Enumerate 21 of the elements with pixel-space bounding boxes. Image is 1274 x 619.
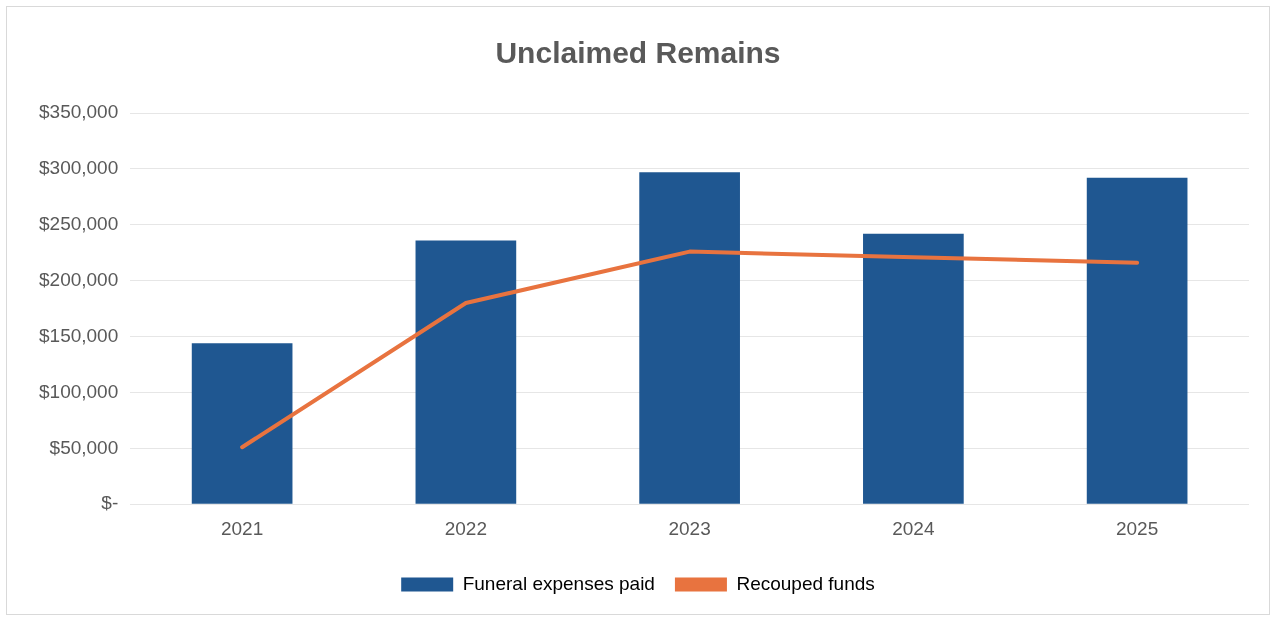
x-tick-label: 2021 xyxy=(220,517,264,539)
legend-label: Recouped funds xyxy=(736,572,875,594)
y-tick-label: $150,000 xyxy=(39,324,119,346)
x-tick-label: 2025 xyxy=(1115,517,1159,539)
x-tick-label: 2024 xyxy=(892,517,935,539)
legend-label: Funeral expenses paid xyxy=(462,572,655,594)
bar xyxy=(863,233,964,504)
bar xyxy=(1086,177,1188,504)
x-tick-label: 2022 xyxy=(444,517,488,539)
x-tick-label: 2023 xyxy=(668,517,711,539)
y-tick-label: $350,000 xyxy=(39,101,119,123)
chart-title: Unclaimed Remains xyxy=(495,36,781,70)
bar xyxy=(191,343,293,504)
bar xyxy=(415,240,517,504)
y-tick-label: $300,000 xyxy=(39,157,119,179)
y-tick-label: $100,000 xyxy=(39,380,119,402)
y-tick-label: $50,000 xyxy=(49,436,119,458)
y-tick-label: $- xyxy=(101,492,119,514)
y-tick-label: $250,000 xyxy=(39,213,119,235)
bar xyxy=(639,172,740,504)
y-tick-label: $200,000 xyxy=(39,268,119,290)
